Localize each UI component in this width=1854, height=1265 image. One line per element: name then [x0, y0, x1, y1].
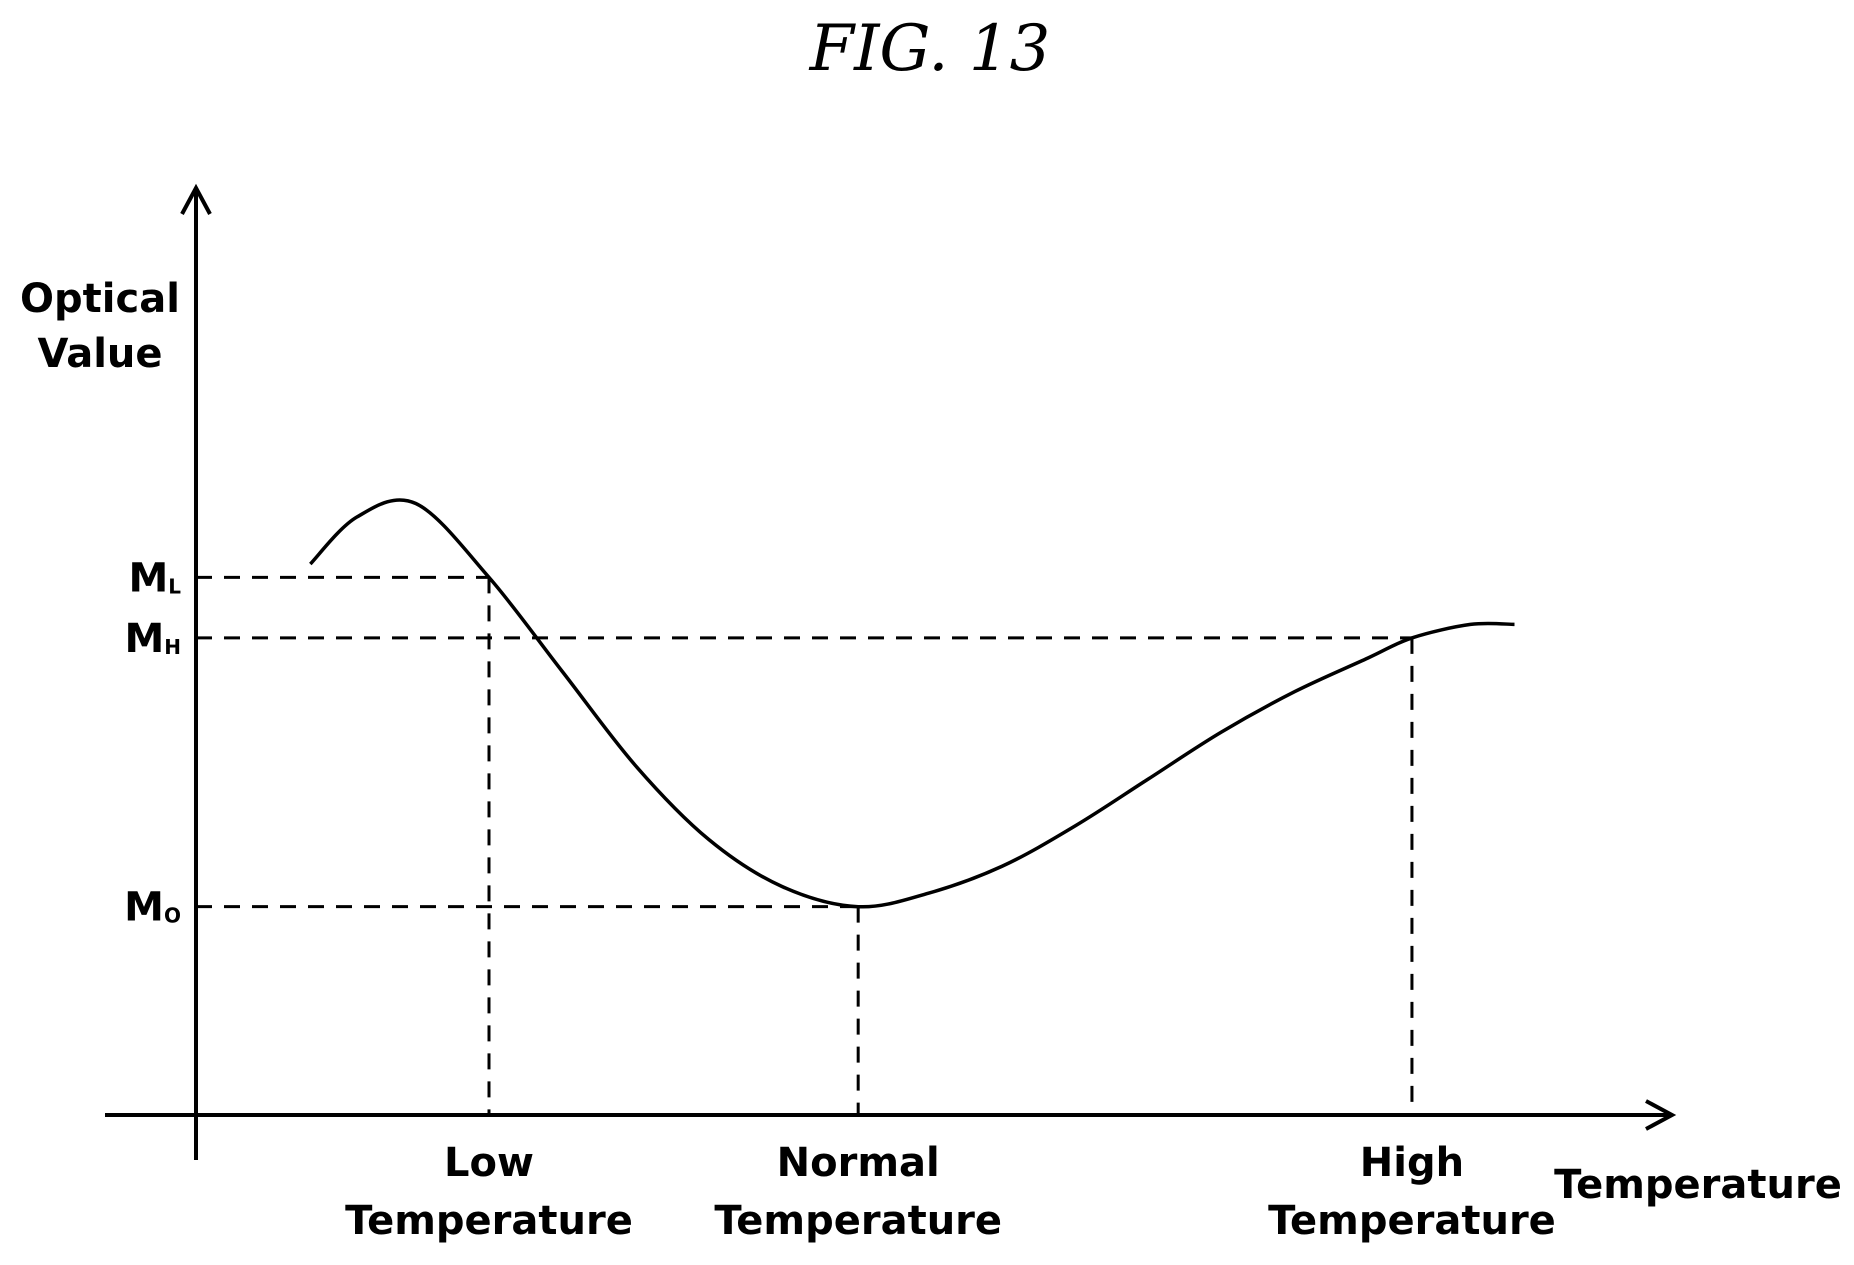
y-axis-label-line-2: Value — [37, 331, 162, 377]
x-axis-label: Temperature — [1554, 1162, 1842, 1208]
guide-lines — [196, 575, 1414, 1115]
y-marker-m-h: MH — [124, 616, 181, 662]
x-marker-labels: Low Temperature Normal Temperature High Tempe… — [345, 1140, 1556, 1244]
y-marker-m-l: ML — [128, 555, 181, 601]
x-marker-normal-line-1: Normal — [777, 1140, 940, 1186]
y-marker-labels: ML MH MO — [124, 555, 181, 930]
x-axis-arrow — [1645, 1099, 1677, 1131]
y-marker-m-o: MO — [124, 885, 181, 931]
y-axis-arrow — [180, 183, 212, 215]
x-marker-high-line-2: Temperature — [1268, 1198, 1556, 1244]
x-marker-normal-line-2: Temperature — [714, 1198, 1002, 1244]
data-curve — [309, 498, 1515, 909]
x-marker-low-line-1: Low — [444, 1140, 534, 1186]
figure-title: FIG. 13 — [809, 12, 1051, 86]
x-marker-low-line-2: Temperature — [345, 1198, 633, 1244]
y-axis-label-line-1: Optical — [20, 276, 180, 322]
x-marker-high-line-1: High — [1360, 1140, 1464, 1186]
